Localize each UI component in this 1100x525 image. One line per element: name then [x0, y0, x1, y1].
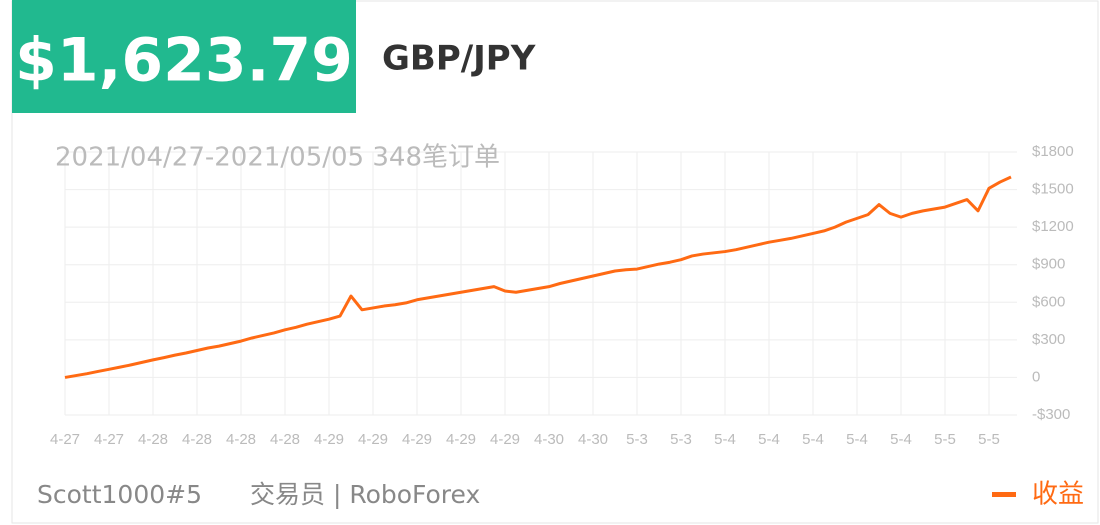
x-tick-label: 5-4 — [846, 431, 868, 448]
y-tick-label: -$300 — [1032, 406, 1070, 423]
x-tick-label: 4-29 — [446, 431, 476, 448]
x-tick-label: 4-29 — [490, 431, 520, 448]
x-tick-label: 4-29 — [314, 431, 344, 448]
x-tick-label: 5-3 — [626, 431, 648, 448]
x-tick-label: 4-29 — [358, 431, 388, 448]
role: 交易员 | RoboForex — [250, 480, 480, 509]
grid: -$300 0 $300 $600 $900 $1200 $1500 $1800 4-27 4-2… — [50, 143, 1074, 448]
x-tick-label: 5-5 — [934, 431, 956, 448]
x-tick-label: 4-28 — [182, 431, 212, 448]
y-tick-label: $900 — [1032, 256, 1065, 273]
line — [64, 175, 1012, 379]
x-tick-label: 5-4 — [758, 431, 780, 448]
x-tick-label: 4-27 — [94, 431, 124, 448]
subtitle: 2021/04/27-2021/05/05 348笔订单 — [55, 143, 500, 173]
y-tick-label: $1800 — [1032, 143, 1074, 160]
y-tick-label: $300 — [1032, 331, 1065, 348]
x-tick-label: 4-29 — [402, 431, 432, 448]
plot — [64, 175, 1012, 379]
amount: $1,623.79 — [15, 26, 353, 96]
x-tick-label: 5-3 — [670, 431, 692, 448]
amount-box — [12, 0, 356, 113]
legend-label: 收益 — [1032, 480, 1084, 510]
y-tick-label: $1200 — [1032, 218, 1074, 235]
x-tick-label: 5-4 — [890, 431, 912, 448]
x-tick-label: 5-4 — [802, 431, 824, 448]
pair: GBP/JPY — [382, 39, 536, 79]
trader: Scott1000#5 — [37, 480, 202, 509]
x-tick-label: 4-27 — [50, 431, 80, 448]
x-tick-label: 5-5 — [978, 431, 1000, 448]
legend-swatch — [992, 492, 1016, 497]
y-tick-label: 0 — [1032, 368, 1040, 385]
x-tick-label: 4-28 — [226, 431, 256, 448]
x-tick-label: 4-30 — [578, 431, 608, 448]
x-tick-label: 4-28 — [270, 431, 300, 448]
x-tick-label: 4-30 — [534, 431, 564, 448]
x-tick-label: 5-4 — [714, 431, 736, 448]
y-tick-label: $600 — [1032, 293, 1065, 310]
x-tick-label: 4-28 — [138, 431, 168, 448]
y-tick-label: $1500 — [1032, 181, 1074, 198]
